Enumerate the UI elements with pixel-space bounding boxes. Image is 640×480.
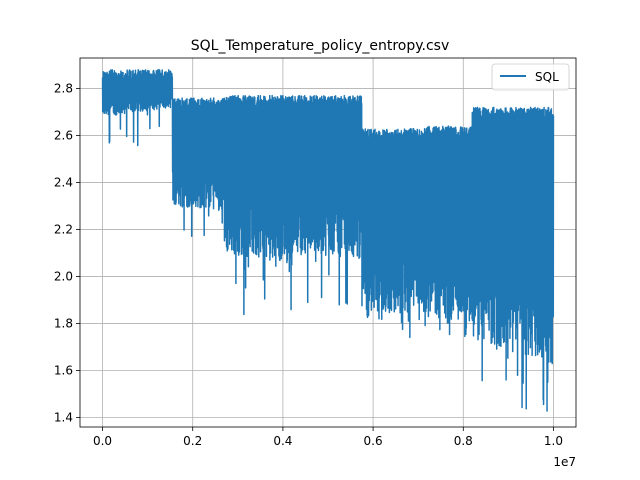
x-tick-label: 0.4: [273, 434, 292, 448]
x-tick-label: 0.0: [93, 434, 112, 448]
x-tick-label: 1.0: [544, 434, 563, 448]
y-tick-label: 2.6: [54, 129, 73, 143]
x-axis-offset-label: 1e7: [553, 455, 576, 469]
x-tick-label: 0.8: [454, 434, 473, 448]
x-tick-label: 0.2: [183, 434, 202, 448]
y-tick-label: 1.4: [54, 411, 73, 425]
x-tick-label: 0.6: [364, 434, 383, 448]
sql-series-line: [101, 69, 555, 412]
axes-frame: [79, 57, 577, 428]
y-tick-label: 2.2: [54, 223, 73, 237]
y-tick-label: 1.8: [54, 317, 73, 331]
plot-area: [101, 69, 555, 412]
legend: SQL: [491, 63, 570, 91]
y-axis: 1.4 1.6 1.8 2.0 2.2 2.4 2.6 2.8: [54, 82, 80, 425]
x-axis: 0.0 0.2 0.4 0.6 0.8 1.0: [93, 427, 563, 448]
chart-title: SQL_Temperature_policy_entropy.csv: [191, 38, 450, 54]
legend-label: SQL: [535, 70, 559, 84]
y-tick-label: 2.4: [54, 176, 73, 190]
y-tick-label: 2.0: [54, 270, 73, 284]
y-tick-label: 2.8: [54, 82, 73, 96]
legend-frame: [491, 63, 570, 91]
y-tick-label: 1.6: [54, 364, 73, 378]
